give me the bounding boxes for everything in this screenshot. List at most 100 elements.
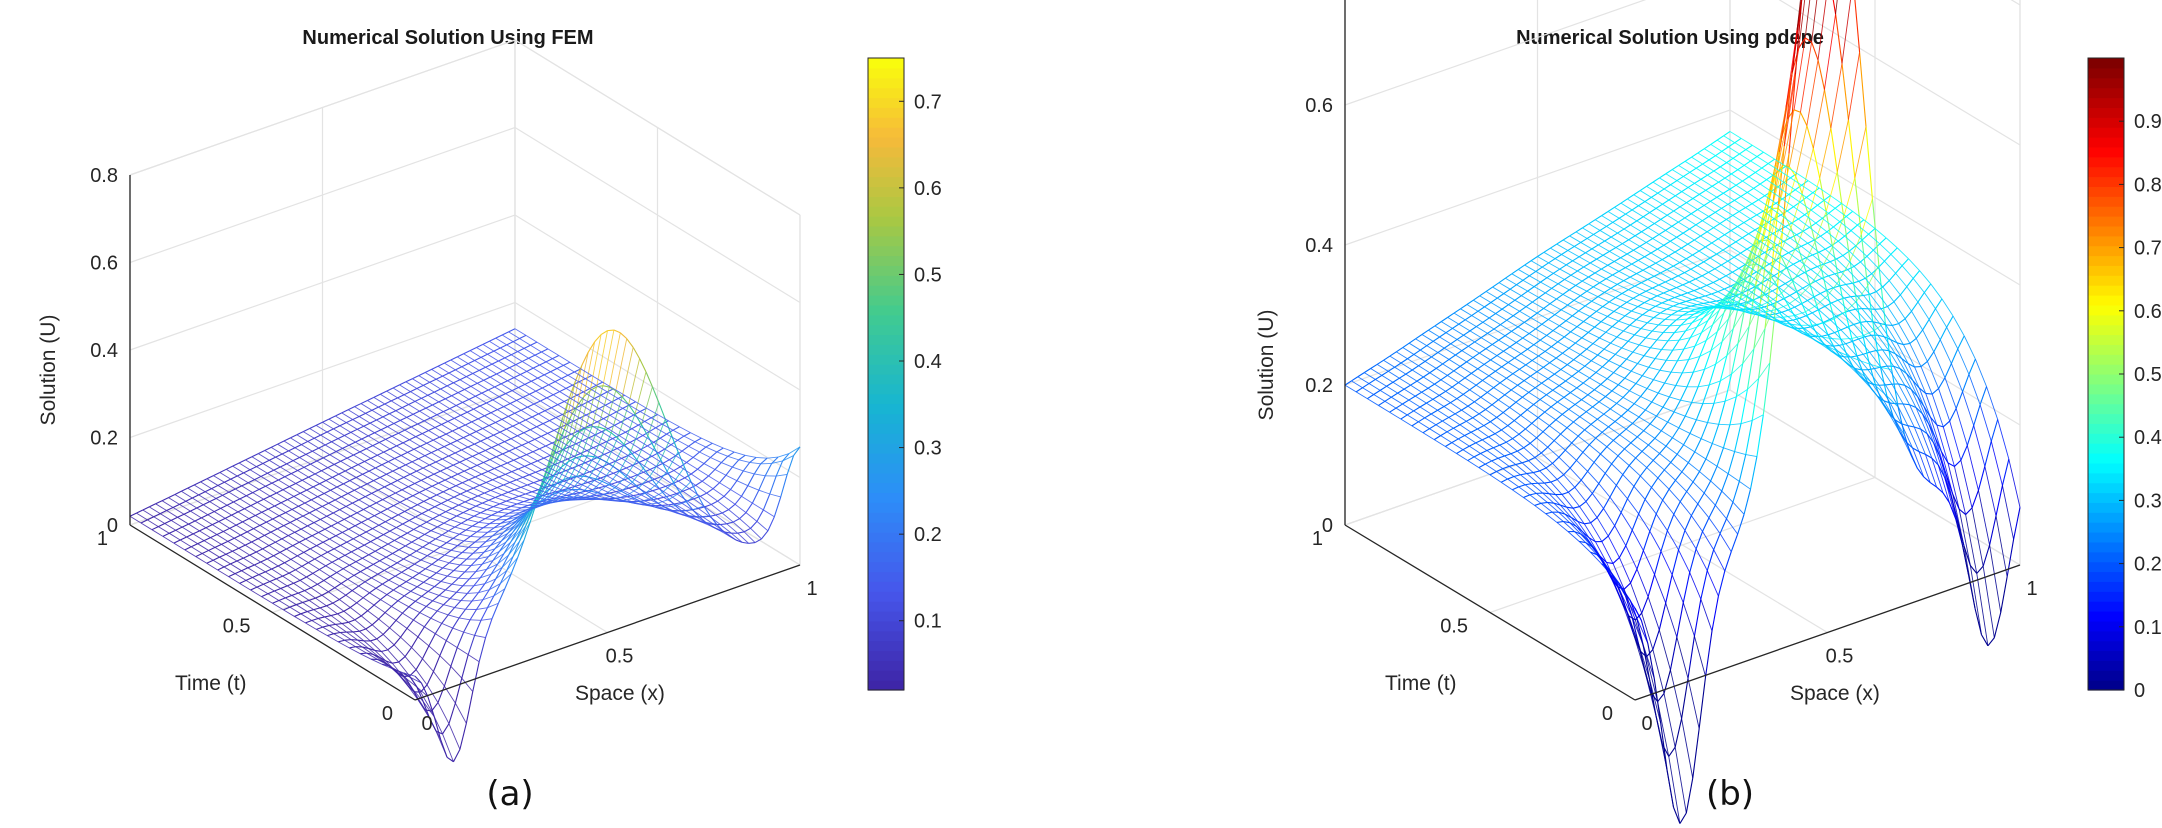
surface-mesh-line <box>644 421 656 429</box>
surface-mesh-line <box>1837 235 1845 242</box>
surface-mesh-line <box>270 528 278 533</box>
surface-mesh-line <box>1742 326 1750 364</box>
surface-mesh-line <box>408 600 416 608</box>
surface-mesh-line <box>754 473 766 477</box>
surface-mesh-line <box>1723 295 1731 314</box>
surface-mesh-line <box>197 543 209 551</box>
surface-mesh-line <box>1738 454 1747 482</box>
surface-mesh-line <box>1756 151 1764 158</box>
surface-mesh-line <box>1640 620 1649 644</box>
surface-mesh-line <box>401 404 409 409</box>
surface-mesh-line <box>1502 465 1510 470</box>
surface-mesh-line <box>403 391 411 396</box>
surface-mesh-line <box>466 552 474 560</box>
surface-mesh-line <box>247 482 260 490</box>
surface-mesh-line <box>1692 193 1700 199</box>
surface-mesh-line <box>345 590 353 596</box>
surface-mesh-line <box>451 473 459 478</box>
surface-mesh-line <box>594 334 602 343</box>
surface-mesh-line <box>383 534 395 541</box>
surface-mesh-line <box>601 480 609 485</box>
surface-mesh-line <box>1801 193 1810 217</box>
surface-mesh-line <box>303 463 311 468</box>
surface-mesh-line <box>739 518 751 529</box>
surface-mesh-line <box>480 356 493 365</box>
surface-mesh-line <box>1403 384 1411 390</box>
surface-mesh-line <box>455 552 463 559</box>
surface-mesh-line <box>710 504 723 514</box>
surface-mesh-line <box>228 491 241 500</box>
surface-mesh-line <box>585 414 598 423</box>
surface-mesh-line <box>322 506 334 514</box>
surface-mesh-line <box>357 548 369 556</box>
surface-mesh-line <box>342 448 354 456</box>
surface-mesh-line <box>1560 504 1567 508</box>
surface-mesh-line <box>268 541 276 547</box>
surface-mesh-line <box>443 411 455 419</box>
surface-mesh-line <box>459 379 472 387</box>
surface-mesh-line <box>672 426 680 431</box>
surface-mesh-line <box>1440 374 1448 381</box>
surface-mesh-line <box>639 493 652 501</box>
surface-mesh-line <box>196 507 209 516</box>
surface-mesh-line <box>273 469 286 478</box>
surface-mesh-line <box>326 512 334 517</box>
surface-mesh-line <box>394 571 402 577</box>
plot-a-caption: (a) <box>486 774 533 814</box>
surface-mesh-line <box>375 499 383 504</box>
surface-mesh-line <box>308 473 316 478</box>
surface-mesh-line <box>286 460 294 465</box>
surface-mesh-line <box>1453 308 1461 314</box>
surface-mesh-line <box>423 497 431 502</box>
surface-mesh-line <box>343 515 351 520</box>
surface-mesh-line <box>328 502 340 511</box>
surface-mesh-line <box>777 453 790 458</box>
surface-mesh-line <box>1367 394 1375 400</box>
surface-mesh-line <box>1719 162 1727 168</box>
surface-mesh-line <box>1573 416 1581 423</box>
surface-mesh-line <box>1636 617 1644 645</box>
surface-mesh-line <box>1965 507 1973 515</box>
colorbar-tick-label: 0.4 <box>914 351 942 373</box>
surface-mesh-line <box>655 471 668 485</box>
surface-mesh-line <box>764 463 773 477</box>
surface-mesh-line <box>730 489 742 497</box>
surface-mesh-line <box>459 723 467 750</box>
surface-mesh-line <box>1562 235 1570 241</box>
surface-mesh-line <box>592 411 604 419</box>
surface-mesh-line <box>572 492 580 495</box>
surface-mesh-line <box>280 463 287 468</box>
surface-mesh-line <box>558 439 570 448</box>
plot-a-zlabel: Solution (U) <box>37 315 60 426</box>
surface-mesh-line <box>504 441 516 449</box>
surface-mesh-line <box>492 399 505 407</box>
surface-mesh-line <box>530 463 543 471</box>
surface-mesh-line <box>461 677 474 692</box>
surface-mesh-line <box>190 510 202 519</box>
surface-mesh-line <box>429 381 441 390</box>
surface-mesh-line <box>1672 303 1680 307</box>
surface-mesh-line <box>376 502 388 510</box>
surface-mesh-line <box>439 433 447 438</box>
x-grid-line <box>321 107 608 634</box>
surface-mesh-line <box>1698 189 1707 195</box>
surface-mesh-line <box>1563 467 1571 476</box>
surface-mesh-line <box>420 476 428 481</box>
surface-mesh-line <box>289 606 302 615</box>
surface-mesh-line <box>1557 279 1565 285</box>
surface-mesh-line <box>1593 229 1601 235</box>
surface-mesh-line <box>490 409 498 414</box>
surface-mesh-line <box>432 655 441 672</box>
surface-mesh-line <box>397 514 410 521</box>
surface-mesh-line <box>448 372 461 381</box>
surface-mesh-line <box>756 521 769 532</box>
surface-mesh-line <box>437 554 446 561</box>
surface-mesh-line <box>649 466 657 470</box>
surface-mesh-line <box>502 515 514 517</box>
surface-mesh-line <box>490 487 498 491</box>
surface-mesh-line <box>355 557 363 563</box>
surface-mesh-line <box>229 527 241 536</box>
surface-mesh-line <box>494 465 502 470</box>
surface-mesh-line <box>294 613 302 617</box>
surface-mesh-line <box>1657 188 1665 194</box>
